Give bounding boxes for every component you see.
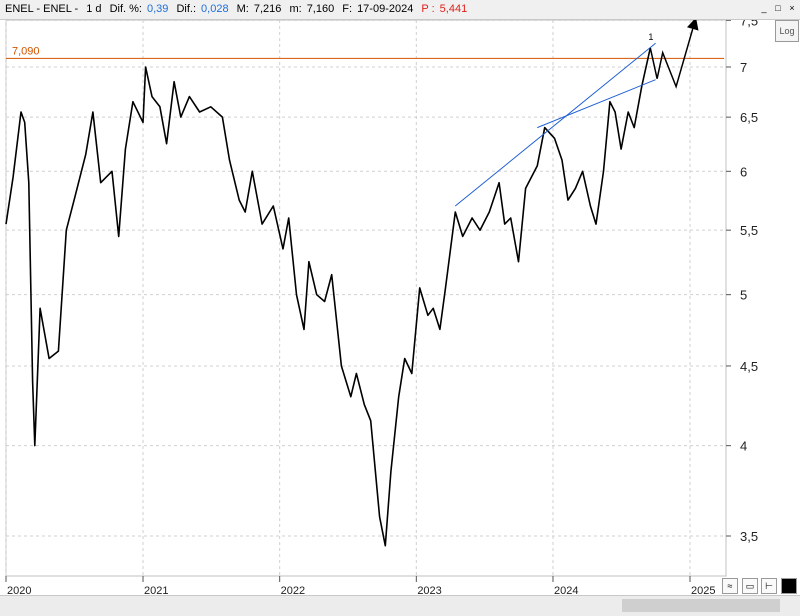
save-icon[interactable]: ▭ [742,578,758,594]
instrument-name: ENEL - ENEL - [5,3,79,15]
trend-line [454,42,656,207]
log-scale-button[interactable]: Log [775,20,799,42]
color-icon[interactable] [781,578,797,594]
minimize-button[interactable]: _ [761,3,767,13]
date-value: 17-09-2024 [357,3,414,15]
max-value: 7,216 [253,3,282,15]
p-label: P : [421,3,435,15]
dif-value: 0,028 [201,3,229,15]
min-label: m: [289,3,302,15]
x-tick-label: 2021 [144,585,168,595]
y-tick-label: 5,5 [740,223,758,238]
split-icon[interactable]: ⊢ [761,578,777,594]
min-value: 7,160 [306,3,335,15]
max-label: M: [236,3,249,15]
y-tick-label: 4,5 [740,359,758,374]
period-label: 1 d [86,3,102,15]
collapse-icon[interactable]: ≈ [722,578,738,594]
y-tick-label: 6 [740,164,747,179]
chart-header: ENEL - ENEL - 1 d Dif. %: 0,39 Dif.: 0,028… [0,0,800,20]
y-tick-label: 6,5 [740,110,758,125]
close-button[interactable]: × [789,3,795,13]
dif-pct-value: 0,39 [146,3,169,15]
date-label: F: [342,3,353,15]
x-tick-label: 2023 [417,585,441,595]
level-label: 7,090 [12,45,40,57]
dif-pct-label: Dif. %: [109,3,142,15]
x-tick-label: 2024 [554,585,578,595]
bottom-scrollbar-area [0,595,800,616]
wave-label: 1 [648,32,653,42]
price-chart[interactable]: 3,5 4 4,5 5 5,5 6 6,5 7 7,5 2020 2021 2022 2023 2024 2… [0,20,800,595]
x-tick-label: 2025 [691,585,715,595]
dif-label: Dif.: [176,3,197,15]
price-series-line [5,47,652,547]
maximize-button[interactable]: □ [775,3,781,13]
y-tick-label: 5 [740,288,747,303]
plot-frame [5,20,727,577]
y-tick-label: 4 [740,439,747,454]
window-controls: _ □ × [758,2,798,14]
x-tick-label: 2022 [281,585,305,595]
p-value: 5,441 [439,3,468,15]
y-tick-label: 7 [740,60,747,75]
y-tick-label: 3,5 [740,529,758,544]
x-tick-label: 2020 [7,585,31,595]
y-tick-label: 7,5 [740,20,758,28]
trend-line [537,79,656,129]
horizontal-scrollbar[interactable] [622,599,780,612]
projection-path [649,20,699,89]
